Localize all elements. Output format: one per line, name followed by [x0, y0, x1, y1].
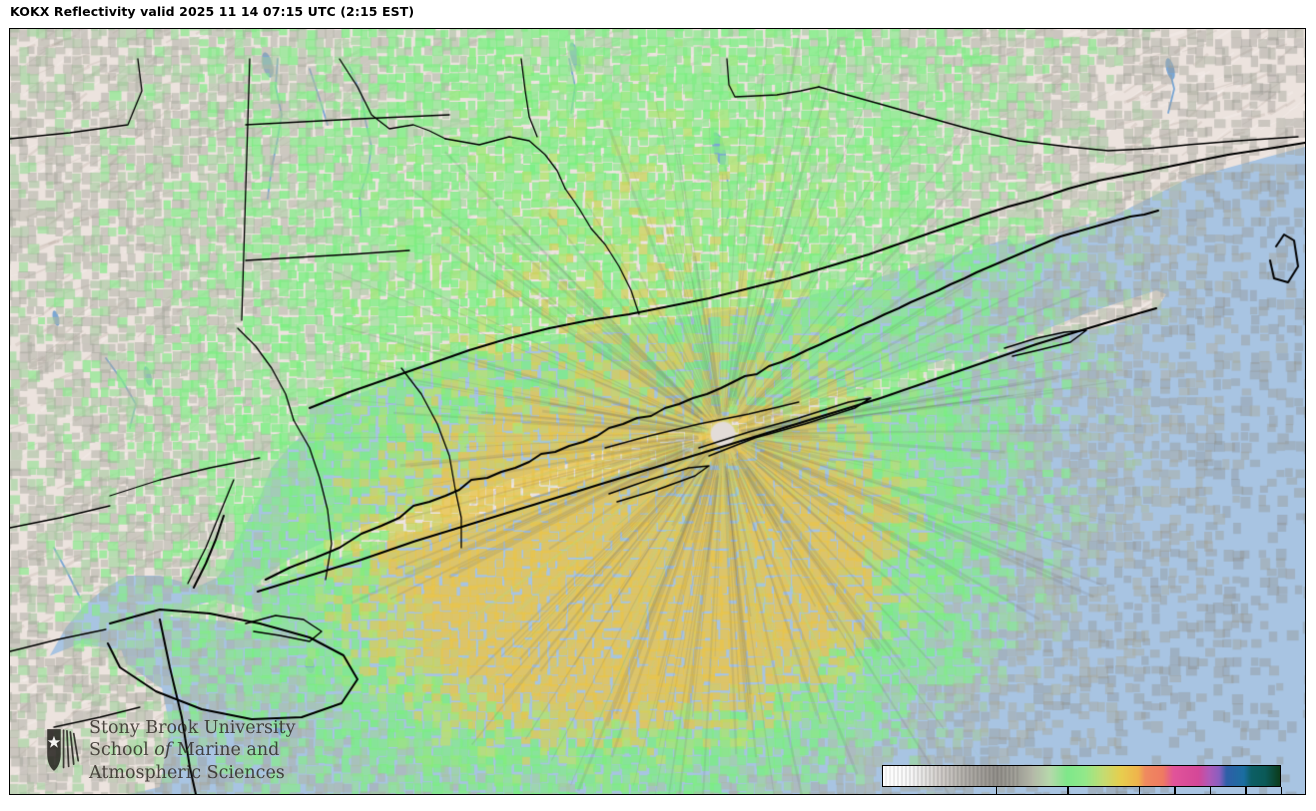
colorbar-tick — [996, 787, 998, 794]
radar-map-canvas[interactable] — [10, 29, 1305, 794]
colorbar-tick — [1209, 787, 1212, 794]
page-title: KOKX Reflectivity valid 2025 11 14 07:15… — [10, 4, 415, 19]
radar-map-panel[interactable]: Stony Brook University School of Marine … — [9, 28, 1306, 795]
colorbar-tick — [1138, 787, 1140, 794]
colorbar-tick — [1281, 787, 1283, 794]
colorbar-gradient[interactable] — [882, 765, 1281, 787]
colorbar-tick — [1067, 787, 1069, 794]
colorbar-canvas — [883, 766, 1280, 786]
reflectivity-colorbar[interactable]: 0204050607080 — [882, 765, 1283, 794]
colorbar-tick — [1174, 787, 1176, 794]
colorbar-tick — [1245, 787, 1247, 794]
